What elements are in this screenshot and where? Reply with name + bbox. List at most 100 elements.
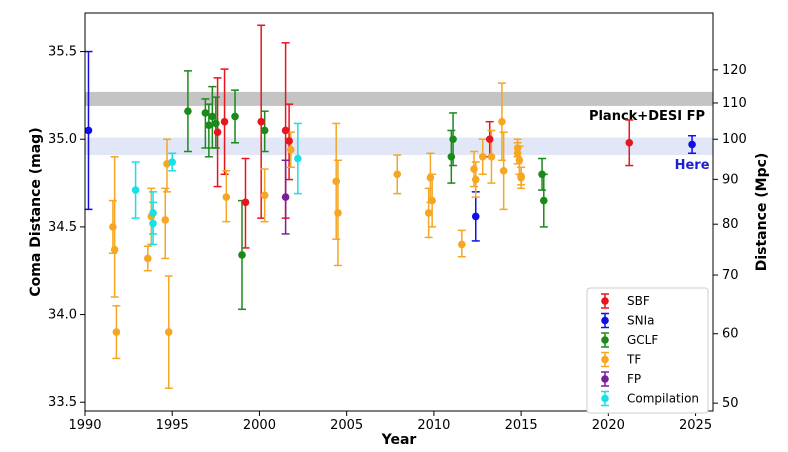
legend-label-snia: SNIa [627, 314, 655, 328]
band-0 [85, 91, 713, 106]
point-sbf [241, 198, 250, 207]
y-tick-label: 33.5 [48, 395, 77, 410]
right-tick-label: 70 [722, 268, 739, 283]
right-tick-label: 100 [722, 132, 747, 147]
legend-marker [601, 375, 609, 383]
right-tick-label: 60 [722, 327, 739, 342]
point-tf [470, 165, 478, 173]
labels-layer: Year Coma Distance (mag) Distance (Mpc) [28, 127, 770, 448]
point-gclf [201, 109, 210, 117]
point-tf [458, 240, 466, 249]
legend-label-tf: TF [626, 353, 641, 367]
point-sbf [625, 138, 634, 147]
point-gclf [184, 107, 192, 115]
point-gclf [260, 126, 269, 135]
point-tf [109, 223, 117, 231]
legend-marker [601, 355, 609, 364]
point-gclf [205, 121, 213, 130]
x-tick-label: 2005 [330, 418, 363, 433]
point-tf [112, 328, 121, 336]
legend-marker [601, 316, 609, 325]
point-gclf [447, 152, 456, 161]
point-gclf [539, 196, 548, 205]
right-tick-label: 120 [722, 63, 747, 78]
band-1 [85, 137, 713, 156]
y-tick-label: 35.0 [48, 132, 77, 147]
point-tf [164, 328, 173, 336]
point-tf [332, 177, 341, 186]
point-tf [513, 149, 522, 158]
point-tf [161, 216, 170, 224]
point-compilation [131, 186, 140, 194]
x-tick-label: 2015 [505, 418, 538, 433]
point-snia [471, 212, 480, 221]
point-tf [110, 245, 119, 254]
point-sbf [485, 135, 494, 144]
y-axis-title: Coma Distance (mag) [28, 127, 44, 296]
point-tf [222, 193, 231, 201]
point-tf [513, 144, 522, 152]
legend-label-sbf: SBF [627, 294, 650, 308]
point-tf [287, 145, 295, 154]
point-fp [281, 193, 290, 201]
legend-marker [601, 336, 609, 344]
point-tf [144, 254, 152, 263]
point-sbf [257, 117, 265, 126]
x-tick-label: 1995 [156, 418, 189, 433]
y-tick-label: 34.5 [48, 220, 77, 235]
point-gclf [208, 112, 217, 121]
legend-marker [601, 297, 609, 305]
x-tick-label: 2010 [417, 418, 450, 433]
x-tick-label: 2000 [243, 418, 276, 433]
legend-box [586, 287, 709, 414]
point-compilation [168, 158, 177, 166]
legend-label-fp: FP [627, 372, 641, 386]
point-compilation [149, 209, 157, 217]
point-sbf [220, 117, 229, 126]
point-snia [84, 126, 93, 135]
point-tf [260, 191, 269, 200]
right-tick-label: 110 [722, 96, 747, 111]
point-gclf [231, 112, 239, 121]
right-tick-label: 80 [722, 217, 739, 232]
x-tick-label: 2020 [592, 418, 625, 433]
point-tf [515, 156, 524, 165]
plot-frame [84, 12, 714, 412]
point-sbf [285, 137, 293, 145]
point-tf [424, 209, 433, 217]
point-tf [517, 172, 525, 180]
points-layer: Here [84, 107, 710, 336]
point-tf [428, 196, 436, 205]
point-gclf [212, 119, 220, 128]
y-tick-label: 34.0 [48, 308, 77, 323]
legend: SBF SNIa GCLF TF FP Compilation [586, 287, 709, 414]
point-compilation [149, 219, 157, 228]
point-tf [471, 175, 480, 184]
point-sbf [281, 126, 290, 135]
here-annotation: Here [675, 158, 710, 173]
band-label: Planck+DESI FP [589, 109, 705, 124]
point-tf [334, 209, 342, 217]
point-tf [499, 166, 508, 175]
point-sbf [213, 128, 222, 137]
point-compilation [294, 154, 302, 163]
right-axis-title: Distance (Mpc) [754, 153, 770, 272]
y-tick-label: 35.5 [48, 45, 77, 60]
point-gclf [449, 135, 457, 144]
point-tf [478, 152, 487, 161]
point-gclf [238, 251, 246, 259]
point-snia [688, 140, 696, 149]
legend-label-compilation: Compilation [627, 392, 699, 406]
point-gclf [538, 170, 546, 179]
x-tick-label: 2025 [679, 418, 712, 433]
point-tf [426, 174, 435, 182]
x-tick-label: 1990 [68, 418, 101, 433]
right-tick-label: 90 [722, 172, 739, 187]
point-tf [498, 117, 506, 126]
legend-label-gclf: GCLF [627, 333, 658, 347]
ticks-layer: 1990 1995 2000 2005 2010 2015 2020 2025 33.5 34.0… [48, 45, 747, 433]
point-tf [487, 152, 496, 161]
right-tick-label: 50 [722, 396, 739, 411]
point-tf [393, 170, 402, 179]
